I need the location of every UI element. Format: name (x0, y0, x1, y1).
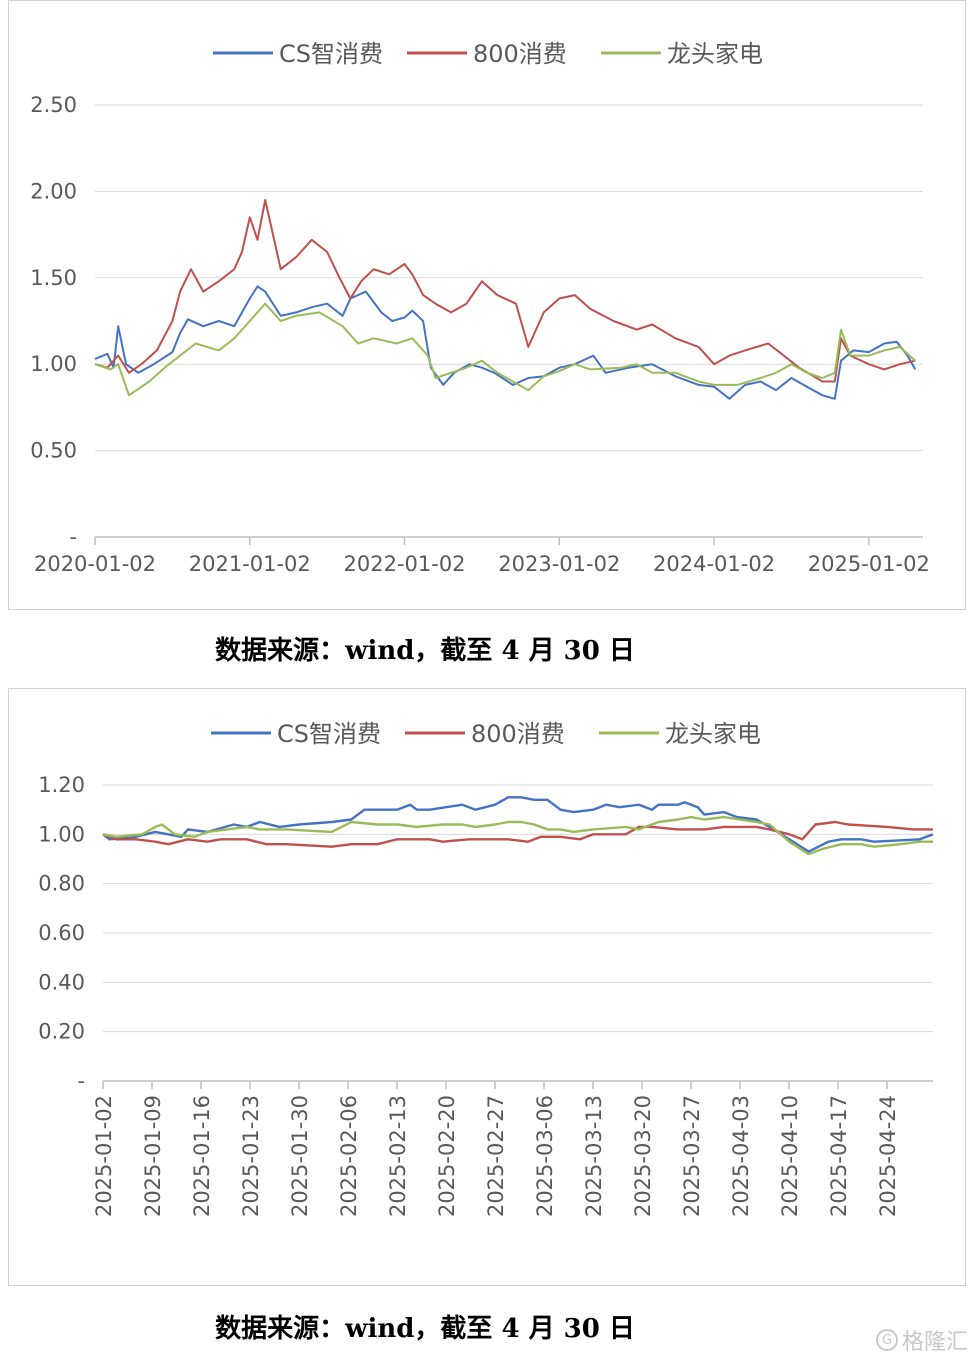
x-tick-label: 2025-02-13 (386, 1095, 410, 1217)
x-tick-label: 2025-03-20 (631, 1095, 655, 1217)
gelonghui-logo-icon: G (875, 1329, 898, 1351)
series-line (102, 815, 933, 856)
x-tick-label: 2025-03-06 (533, 1095, 557, 1217)
x-tick-label: 2023-01-02 (498, 552, 620, 576)
chart-long-term: - 0.50 1.00 1.50 2.00 2.50 2020-01-02 2021-01-0… (30, 40, 930, 576)
y-tick-label: - (69, 525, 77, 549)
x-tick-label: 2025-01-09 (141, 1095, 165, 1217)
x-tick-label: 2025-01-23 (239, 1095, 263, 1217)
y-tick-label: 0.80 (38, 872, 85, 896)
legend-label: 龙头家电 (665, 720, 761, 748)
y-tick-label: 1.00 (38, 822, 85, 846)
x-tick-label: 2025-01-30 (288, 1095, 312, 1217)
x-tick-label: 2020-01-02 (34, 552, 156, 576)
x-tick-label: 2025-04-03 (729, 1095, 753, 1217)
x-tick-label: 2025-02-06 (337, 1095, 361, 1217)
legend-label: 龙头家电 (667, 40, 763, 68)
legend-label: CS智消费 (279, 40, 383, 68)
x-tick-label: 2025-04-17 (827, 1095, 851, 1217)
source-caption: 数据来源：wind，截至 4 月 30 日 (215, 636, 635, 666)
watermark-text: 格隆汇 (901, 1330, 968, 1355)
x-tick-label: 2025-03-13 (582, 1095, 606, 1217)
x-tick-label: 2025-02-20 (435, 1095, 459, 1217)
x-tick-label: 2025-02-27 (484, 1095, 508, 1217)
series-line (102, 820, 933, 848)
y-tick-label: 0.60 (38, 921, 85, 945)
series-line (94, 285, 917, 400)
x-tick-label: 2025-03-27 (680, 1095, 704, 1217)
y-tick-label: 1.50 (30, 266, 77, 290)
legend-label: 800消费 (473, 40, 567, 68)
x-tick-label: 2024-01-02 (653, 552, 775, 576)
y-tick-label: 2.00 (30, 179, 77, 203)
y-tick-label: - (77, 1069, 85, 1093)
chart-panel-ytd: - 0.20 0.40 0.60 0.80 1.00 1.20 2025-01-02 2025-… (8, 688, 966, 1286)
y-tick-label: 1.00 (30, 352, 77, 376)
x-tick-label: 2025-01-02 (92, 1095, 116, 1217)
x-tick-label: 2025-01-16 (190, 1095, 214, 1217)
x-tick-label: 2025-04-10 (778, 1095, 802, 1217)
y-tick-label: 0.20 (38, 1020, 85, 1044)
series-line (102, 796, 934, 853)
source-caption: 数据来源：wind，截至 4 月 30 日 (215, 1314, 635, 1344)
y-tick-label: 2.50 (30, 93, 77, 117)
legend-label: 800消费 (471, 720, 565, 748)
x-tick-label: 2025-01-02 (808, 552, 930, 576)
chart-panel-long-term: - 0.50 1.00 1.50 2.00 2.50 2020-01-02 2021-01-0… (8, 0, 966, 610)
y-tick-label: 1.20 (38, 773, 85, 797)
y-tick-label: 0.40 (38, 970, 85, 994)
x-tick-label: 2021-01-02 (189, 552, 311, 576)
x-tick-label: 2022-01-02 (344, 552, 466, 576)
chart-ytd: - 0.20 0.40 0.60 0.80 1.00 1.20 2025-01-02 2025-… (38, 720, 934, 1217)
series-line (94, 199, 916, 383)
legend-label: CS智消费 (277, 720, 381, 748)
series-line (94, 302, 916, 397)
x-tick-label: 2025-04-24 (876, 1095, 900, 1217)
y-tick-label: 0.50 (30, 439, 77, 463)
watermark: G 格隆汇 (875, 1324, 968, 1356)
